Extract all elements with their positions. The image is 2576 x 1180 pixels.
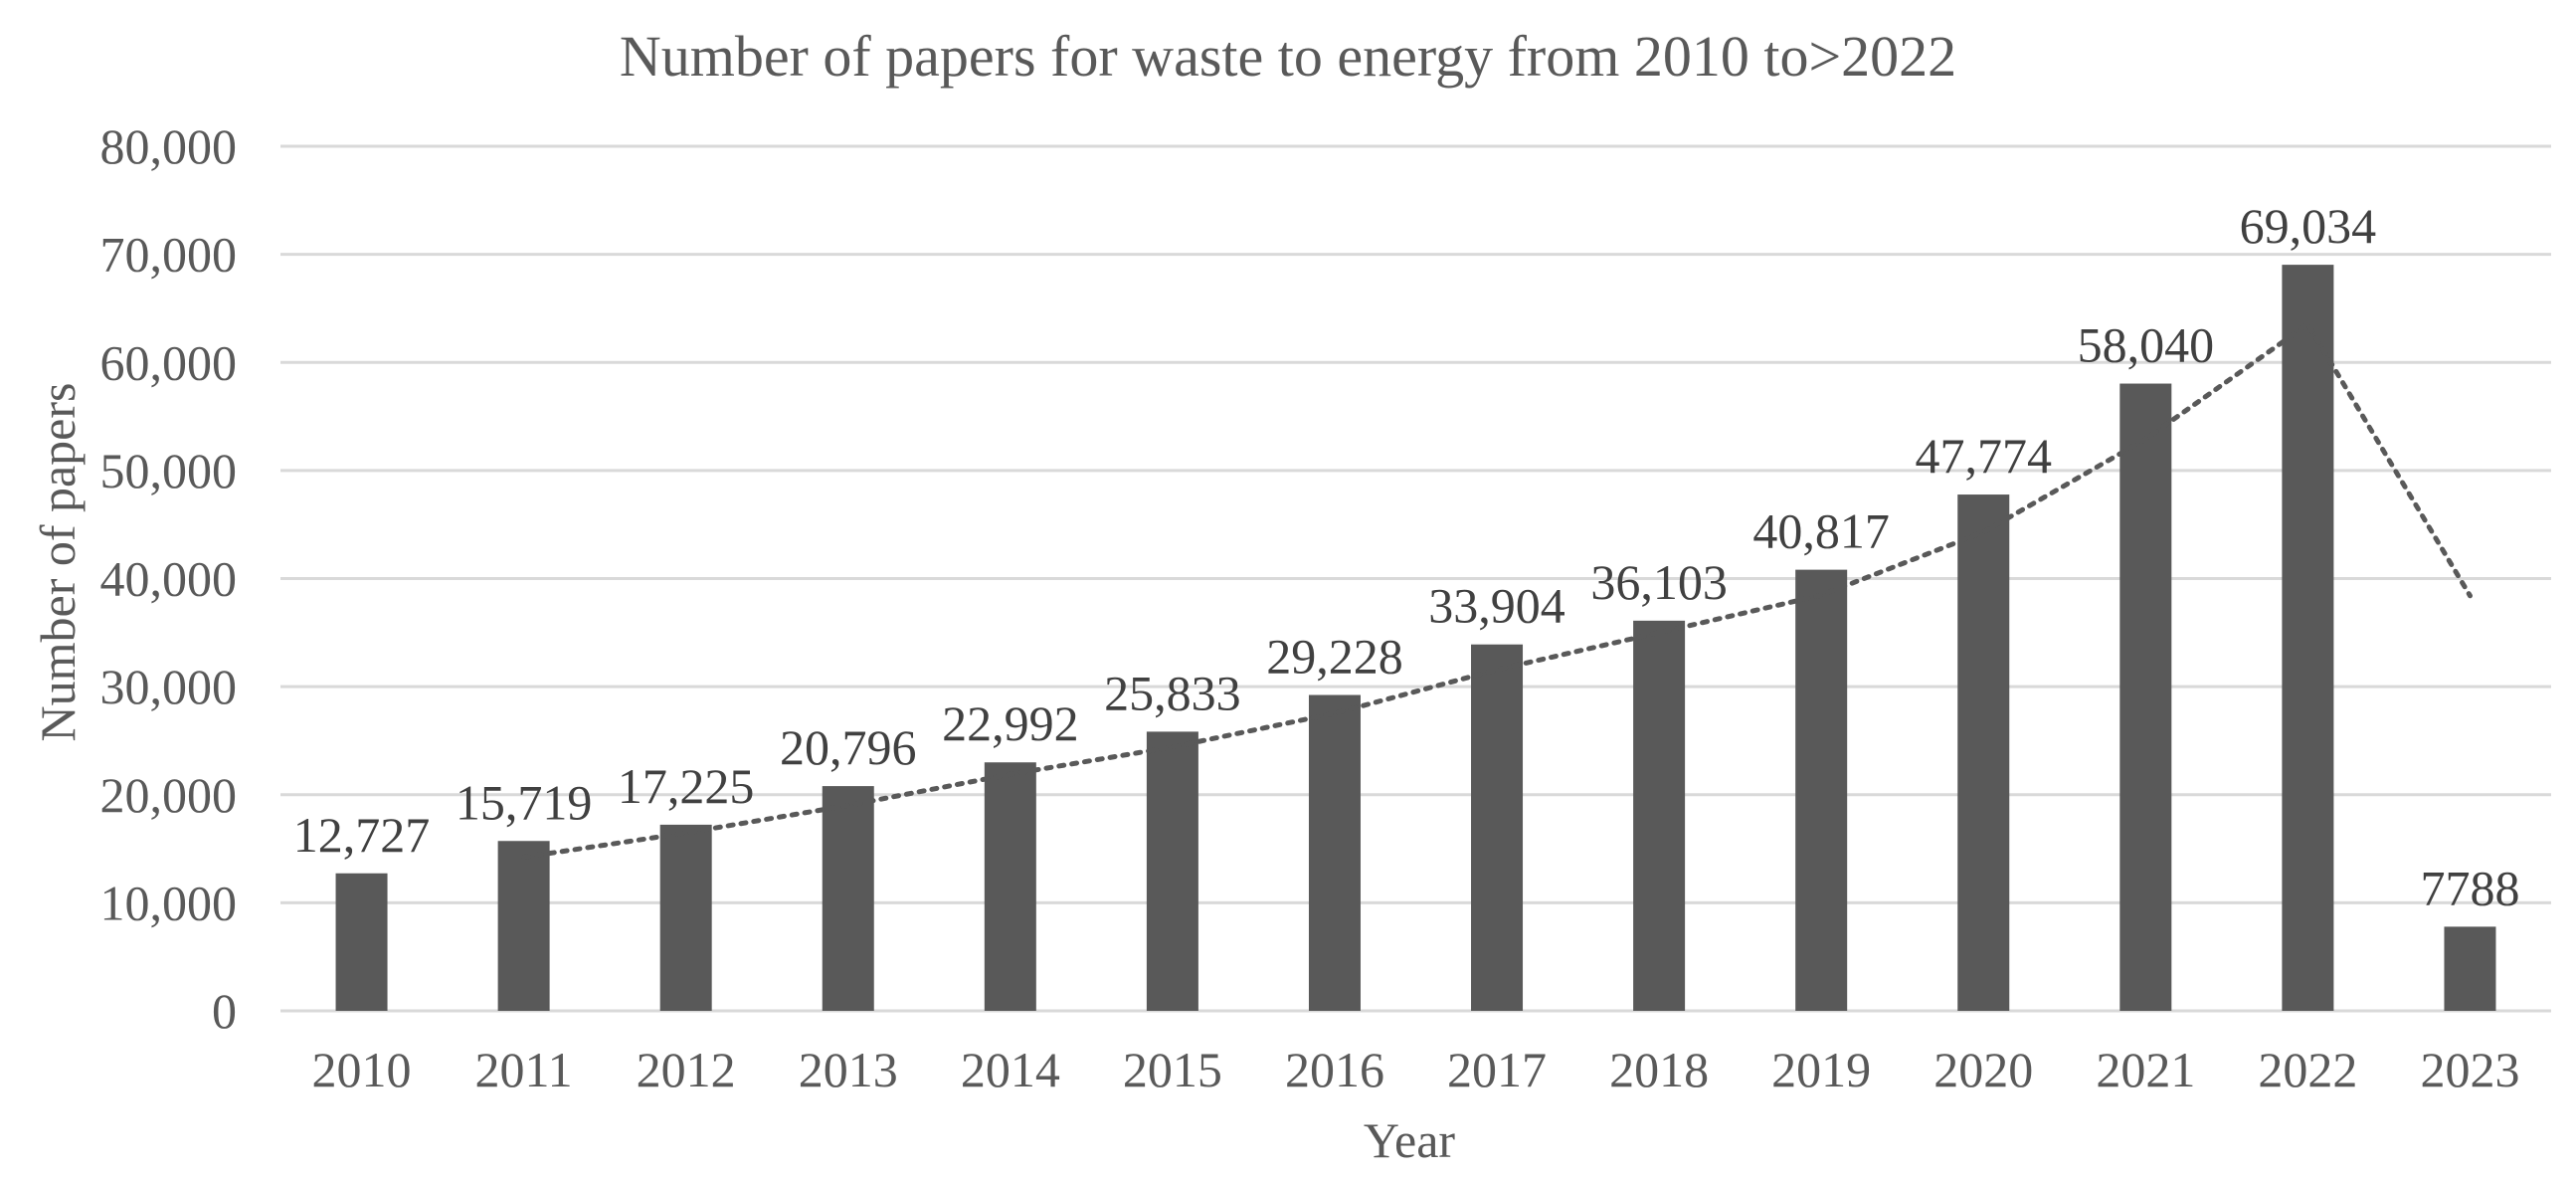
data-label-2010: 12,727 <box>293 807 431 863</box>
chart-title: Number of papers for waste to energy fro… <box>620 24 1956 89</box>
data-label-2012: 17,225 <box>618 758 755 814</box>
y-tick-label: 50,000 <box>100 443 238 498</box>
bar-2010 <box>335 873 388 1011</box>
y-tick-label: 10,000 <box>100 875 238 930</box>
x-tick-label-2021: 2021 <box>2096 1042 2195 1097</box>
data-label-2015: 25,833 <box>1104 665 1241 720</box>
x-tick-label-2015: 2015 <box>1123 1042 1222 1097</box>
x-tick-label-2013: 2013 <box>799 1042 898 1097</box>
y-axis-tick-labels: 0 10,000 20,000 30,000 40,000 50,000 60,000 70,… <box>100 118 238 1039</box>
bar-2017 <box>1471 644 1524 1011</box>
data-labels: 12,727 15,719 17,225 20,796 22,992 25,833 29,2… <box>293 198 2520 915</box>
bar-2013 <box>822 786 874 1011</box>
bar-2018 <box>1633 620 1686 1011</box>
x-tick-label-2019: 2019 <box>1771 1042 1871 1097</box>
data-label-2020: 47,774 <box>1916 428 2053 484</box>
data-label-2021: 58,040 <box>2078 317 2215 373</box>
bar-2012 <box>659 824 712 1011</box>
y-axis-title: Number of papers <box>30 383 86 742</box>
trendline-group <box>521 320 2473 860</box>
data-label-2022: 69,034 <box>2240 198 2377 254</box>
y-tick-label: 70,000 <box>100 227 238 283</box>
gridlines <box>280 144 2551 1013</box>
x-tick-label-2010: 2010 <box>312 1042 412 1097</box>
x-tick-label-2023: 2023 <box>2420 1042 2519 1097</box>
y-tick-label: 30,000 <box>100 659 238 714</box>
x-tick-label-2012: 2012 <box>637 1042 736 1097</box>
bar-2015 <box>1146 731 1198 1011</box>
y-tick-label: 60,000 <box>100 334 238 390</box>
data-label-2011: 15,719 <box>456 774 593 830</box>
bar-2020 <box>1957 494 2010 1011</box>
y-tick-label: 80,000 <box>100 118 238 174</box>
y-tick-label: 40,000 <box>100 551 238 607</box>
bar-2023 <box>2444 926 2496 1011</box>
bar-2014 <box>984 762 1036 1011</box>
data-label-2018: 36,103 <box>1590 554 1728 610</box>
data-label-2017: 33,904 <box>1428 578 1565 634</box>
trendline <box>521 320 2473 860</box>
x-tick-label-2014: 2014 <box>961 1042 1060 1097</box>
bar-2022 <box>2282 265 2334 1011</box>
x-tick-label-2018: 2018 <box>1609 1042 1709 1097</box>
y-tick-label: 0 <box>212 983 237 1039</box>
x-tick-label-2011: 2011 <box>475 1042 573 1097</box>
bar-2021 <box>2119 383 2172 1011</box>
x-tick-label-2017: 2017 <box>1447 1042 1547 1097</box>
x-tick-label-2016: 2016 <box>1285 1042 1384 1097</box>
x-axis-tick-labels: 2010 2011 2012 2013 2014 2015 2016 2017 2018 2019… <box>312 1042 2520 1097</box>
x-axis-title: Year <box>1364 1112 1455 1168</box>
bar-2016 <box>1308 694 1361 1011</box>
y-tick-label: 20,000 <box>100 767 238 823</box>
data-label-2019: 40,817 <box>1752 503 1890 559</box>
x-tick-label-2020: 2020 <box>1933 1042 2033 1097</box>
data-label-2016: 29,228 <box>1266 629 1403 685</box>
data-label-2013: 20,796 <box>780 719 917 775</box>
data-label-2014: 22,992 <box>942 695 1079 751</box>
data-label-2023: 7788 <box>2420 860 2519 915</box>
bar-2011 <box>497 841 550 1011</box>
bar-2019 <box>1795 569 1848 1011</box>
x-tick-label-2022: 2022 <box>2258 1042 2357 1097</box>
bars <box>335 265 2496 1011</box>
